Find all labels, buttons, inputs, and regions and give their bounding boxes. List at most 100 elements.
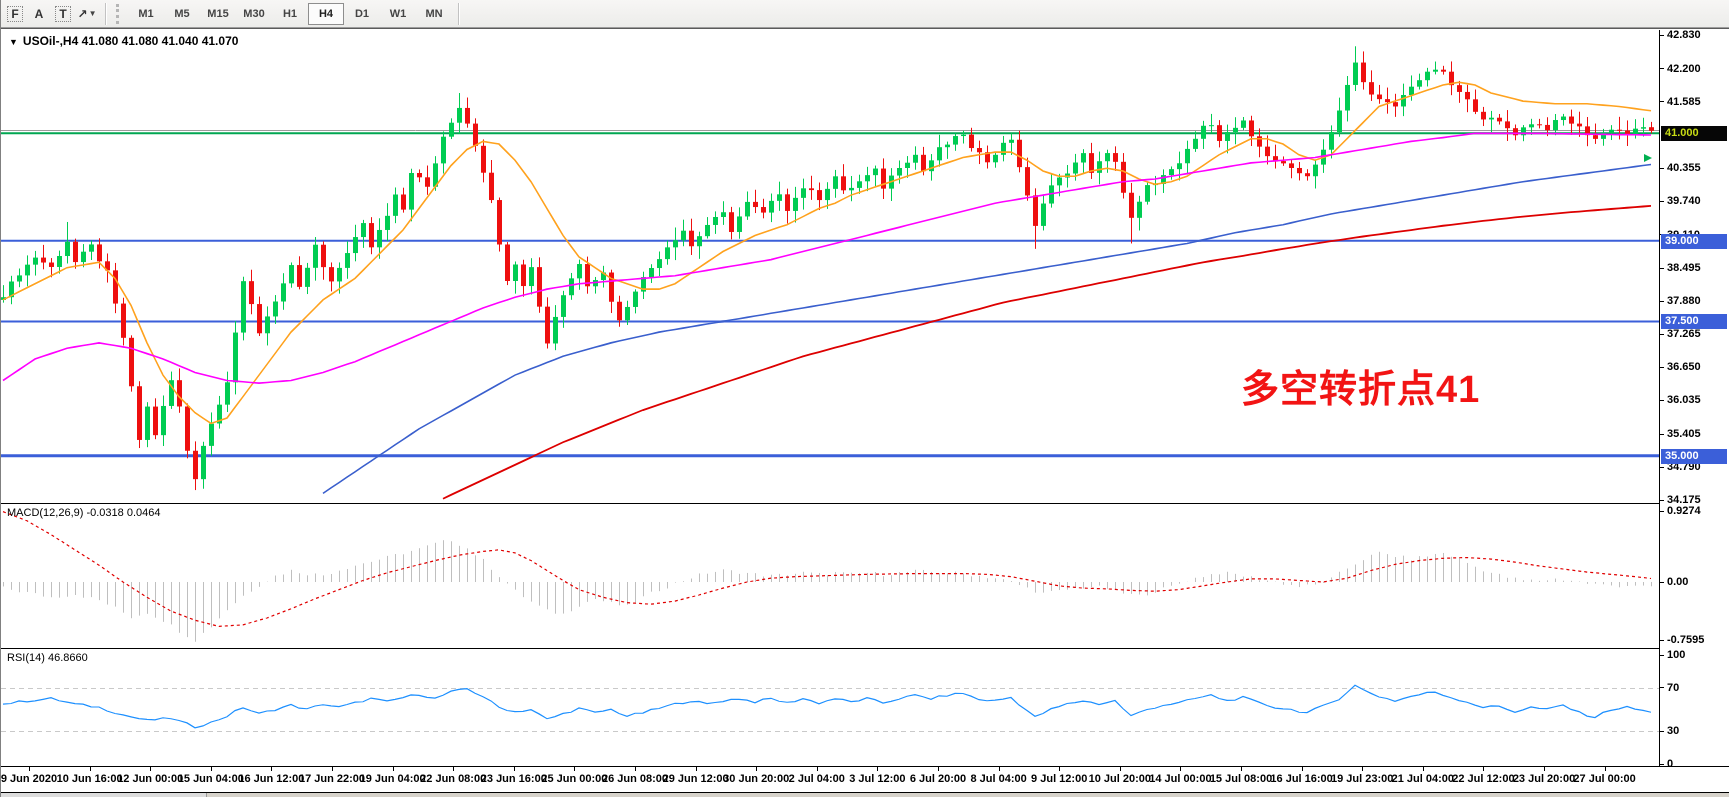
macd-tick-label: -0.7595	[1660, 633, 1729, 647]
price-level-label-37.500[interactable]: 37.500	[1661, 314, 1727, 330]
price-tick-label: 37.880	[1660, 294, 1729, 308]
pane-separator[interactable]	[1, 648, 1659, 649]
time-tick-label: 17 Jun 22:00	[298, 773, 366, 785]
time-tick-mark	[877, 767, 879, 771]
time-tick-mark	[89, 767, 91, 771]
toolbar-separator-end	[458, 2, 460, 25]
time-tick-mark	[1119, 767, 1121, 771]
time-tick-label: 22 Jul 12:00	[1452, 773, 1515, 785]
time-tick-mark	[1301, 767, 1303, 771]
time-tick-mark	[1604, 767, 1606, 771]
price-tick-label: 42.200	[1660, 62, 1729, 76]
time-tick-mark	[29, 767, 30, 771]
time-tick-mark	[1059, 767, 1061, 771]
time-tick-mark	[1544, 767, 1545, 771]
time-tick-mark	[332, 767, 333, 771]
price-level-label-41.000[interactable]: 41.000	[1661, 126, 1727, 142]
main-chart-canvas[interactable]	[1, 30, 1659, 503]
chart-window: ▼ USOil-,H4 41.080 41.080 41.040 41.070 M…	[1, 28, 1729, 797]
time-tick-label: 15 Jul 08:00	[1209, 773, 1273, 785]
time-tick-label: 26 Jun 08:00	[601, 773, 669, 785]
rsi-label: RSI(14) 46.8660	[7, 652, 88, 664]
time-tick-label: 9 Jul 12:00	[1031, 773, 1088, 785]
chart-title-text: USOil-,H4 41.080 41.080 41.040 41.070	[22, 34, 239, 48]
price-axis[interactable]: 42.83042.20041.58540.35539.74039.11038.4…	[1659, 28, 1729, 770]
time-tick-mark	[1422, 767, 1424, 771]
time-tick-mark	[695, 767, 697, 771]
price-level-label-35.000[interactable]: 35.000	[1661, 448, 1727, 464]
time-tick-label: 22 Jun 08:00	[420, 773, 487, 785]
time-tick-label: 12 Jun 00:00	[117, 773, 184, 785]
drawing-tools-group: F A T ↗ ▼	[3, 3, 99, 25]
pane-separator[interactable]	[1, 503, 1659, 504]
price-tick-label: 38.495	[1660, 261, 1729, 275]
rsi-tick-label: 100	[1660, 648, 1729, 662]
time-tick-mark	[1241, 767, 1242, 771]
timeframe-m5[interactable]: M5	[174, 7, 190, 20]
time-tick-label: 9 Jun 2020	[0, 773, 58, 785]
time-tick-label: 8 Jul 04:00	[970, 773, 1027, 785]
time-tick-label: 29 Jun 12:00	[662, 773, 729, 785]
time-tick-label: 6 Jul 20:00	[909, 773, 967, 785]
time-tick-label: 15 Jun 04:00	[177, 773, 244, 785]
time-tick-mark	[574, 767, 576, 771]
price-tick-label: 36.650	[1660, 360, 1729, 374]
macd-label: MACD(12,26,9) -0.0318 0.0464	[7, 507, 161, 519]
chart-annotation-text[interactable]: 多空转折点41	[1241, 369, 1481, 411]
timeframes-group: M1 M5 M15 M30 H1 H4 D1 W1 MN	[128, 2, 452, 25]
arrow-tool-icon[interactable]: ↗ ▼	[77, 6, 97, 21]
time-tick-label: 30 Jun 20:00	[723, 773, 790, 785]
time-tick-label: 10 Jul 20:00	[1088, 773, 1151, 785]
price-tick-label: 36.035	[1660, 393, 1729, 407]
macd-tick-label: 0.9274	[1660, 504, 1729, 518]
price-tick-label: 34.790	[1660, 460, 1729, 474]
timeframe-h4[interactable]: H4	[308, 2, 344, 25]
time-tick-label: 14 Jul 00:00	[1149, 773, 1212, 785]
time-tick-mark	[816, 767, 818, 771]
text-box-icon[interactable]: T	[51, 3, 75, 25]
price-level-label-39.000[interactable]: 39.000	[1661, 233, 1727, 249]
timeframe-h1[interactable]: H1	[282, 7, 298, 20]
time-tick-mark	[150, 767, 152, 771]
bottom-strip-left-segment	[1, 793, 207, 797]
price-tick-label: 42.830	[1660, 28, 1729, 42]
text-label-icon[interactable]: A	[34, 6, 44, 21]
price-tick-label: 35.405	[1660, 427, 1729, 441]
time-tick-label: 2 Jul 04:00	[788, 773, 845, 785]
time-tick-mark	[210, 767, 212, 771]
time-tick-mark	[998, 767, 1000, 771]
time-tick-label: 19 Jul 23:00	[1331, 773, 1394, 785]
timeframe-mn[interactable]: MN	[425, 7, 443, 20]
price-tick-label: 37.265	[1660, 327, 1729, 341]
time-tick-label: 23 Jun 16:00	[480, 773, 547, 785]
rsi-canvas[interactable]	[1, 649, 1659, 766]
timeframe-d1[interactable]: D1	[354, 7, 370, 20]
time-tick-label: 19 Jun 04:00	[359, 773, 426, 785]
template-icon[interactable]: F	[3, 3, 27, 25]
time-tick-label: 25 Jun 00:00	[541, 773, 608, 785]
time-tick-label: 27 Jul 00:00	[1573, 773, 1636, 785]
chart-dropdown-icon[interactable]: ▼	[9, 37, 18, 47]
time-tick-mark	[938, 767, 939, 771]
price-tick-label: 41.585	[1660, 95, 1729, 109]
time-tick-label: 23 Jul 20:00	[1512, 773, 1576, 785]
current-price-arrow-icon	[1644, 153, 1652, 162]
dropdown-caret-icon[interactable]: ▼	[88, 9, 97, 18]
rsi-tick-label: 70	[1660, 681, 1729, 695]
timeframe-m1[interactable]: M1	[138, 7, 154, 20]
time-tick-mark	[635, 767, 636, 771]
timeframe-m15[interactable]: M15	[207, 7, 229, 20]
time-tick-mark	[1483, 767, 1485, 771]
price-tick-label: 40.355	[1660, 161, 1729, 175]
toolbar: F A T ↗ ▼ M1 M5 M15 M30 H1 H4 D1 W1 MN	[1, 0, 1729, 28]
macd-canvas[interactable]	[1, 504, 1659, 647]
timeframe-w1[interactable]: W1	[389, 7, 407, 20]
time-tick-mark	[1362, 767, 1364, 771]
time-tick-label: 10 Jun 16:00	[56, 773, 123, 785]
rsi-tick-label: 30	[1660, 724, 1729, 738]
timeframe-m30[interactable]: M30	[243, 7, 265, 20]
time-axis[interactable]: 9 Jun 2020 10 Jun 16:00 12 Jun 00:00 15 Jun…	[1, 766, 1729, 792]
time-tick-mark	[513, 767, 515, 771]
time-tick-mark	[392, 767, 394, 771]
